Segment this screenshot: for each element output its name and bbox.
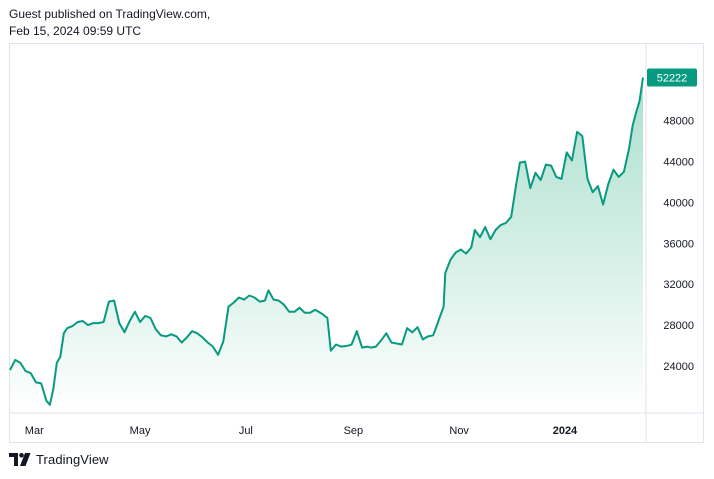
price-area-fill xyxy=(10,77,643,412)
tradingview-logo-icon xyxy=(9,453,31,466)
published-date-text: Feb 15, 2024 09:59 UTC xyxy=(9,24,142,38)
y-tick-label: 32000 xyxy=(663,279,694,291)
x-tick-label: Sep xyxy=(344,425,364,437)
x-tick-label: May xyxy=(130,425,151,437)
published-by-text: Guest published on TradingView.com, xyxy=(9,7,211,21)
x-tick-label: 2024 xyxy=(553,425,578,437)
y-tick-label: 44000 xyxy=(663,157,694,169)
y-tick-label: 28000 xyxy=(663,320,694,332)
time-axis: Mar May Jul Sep Nov 2024 xyxy=(25,425,578,437)
y-tick-label: 40000 xyxy=(663,197,694,209)
x-tick-label: Nov xyxy=(449,425,469,437)
x-tick-label: Mar xyxy=(25,425,44,437)
publication-info: Guest published on TradingView.com, Feb … xyxy=(9,6,210,40)
y-tick-label: 36000 xyxy=(663,238,694,250)
chart-frame xyxy=(9,43,704,443)
y-tick-label: 48000 xyxy=(663,116,694,128)
price-axis: 24000 28000 32000 36000 40000 44000 48000 xyxy=(663,116,694,373)
last-price-label: 52222 xyxy=(657,73,688,85)
x-tick-label: Jul xyxy=(239,425,253,437)
last-price-badge: 52222 xyxy=(647,68,697,87)
price-line xyxy=(9,77,644,406)
tradingview-branding[interactable]: TradingView xyxy=(9,452,109,467)
tradingview-brand-text: TradingView xyxy=(36,452,109,467)
y-tick-label: 24000 xyxy=(663,361,694,373)
last-price-badge-bg xyxy=(647,68,697,87)
